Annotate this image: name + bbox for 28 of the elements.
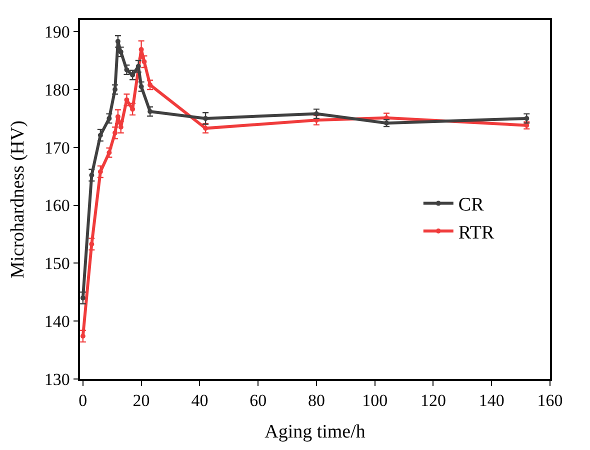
x-tick-label: 120: [420, 391, 446, 410]
x-tick-label: 100: [362, 391, 388, 410]
x-tick-label: 40: [191, 391, 208, 410]
y-tick-label: 190: [44, 22, 70, 42]
point: [89, 242, 94, 247]
x-tick-label: 0: [78, 391, 88, 410]
x-axis-title: Aging time/h: [264, 421, 366, 442]
legend-label: CR: [458, 194, 484, 216]
x-tick-label: 80: [308, 391, 325, 410]
point: [98, 169, 103, 174]
point: [142, 59, 147, 64]
y-tick-label: 180: [44, 80, 70, 100]
point: [118, 124, 124, 130]
y-tick-label: 130: [44, 370, 70, 389]
x-tick-label: 140: [478, 391, 504, 410]
x-tick-label: 20: [132, 391, 150, 410]
y-tick-label: 160: [44, 196, 70, 216]
x-tick-label: 60: [250, 391, 267, 410]
point: [124, 97, 130, 102]
y-tick-label: 140: [44, 312, 70, 332]
y-tick-label: 150: [44, 254, 70, 274]
point: [130, 106, 136, 112]
y-tick-label: 170: [44, 138, 70, 158]
x-tick-label: 160: [537, 391, 563, 410]
y-axis-title: Microhardness (HV): [8, 120, 29, 278]
point: [80, 334, 86, 339]
point: [112, 130, 118, 136]
legend-label: RTR: [458, 222, 495, 244]
